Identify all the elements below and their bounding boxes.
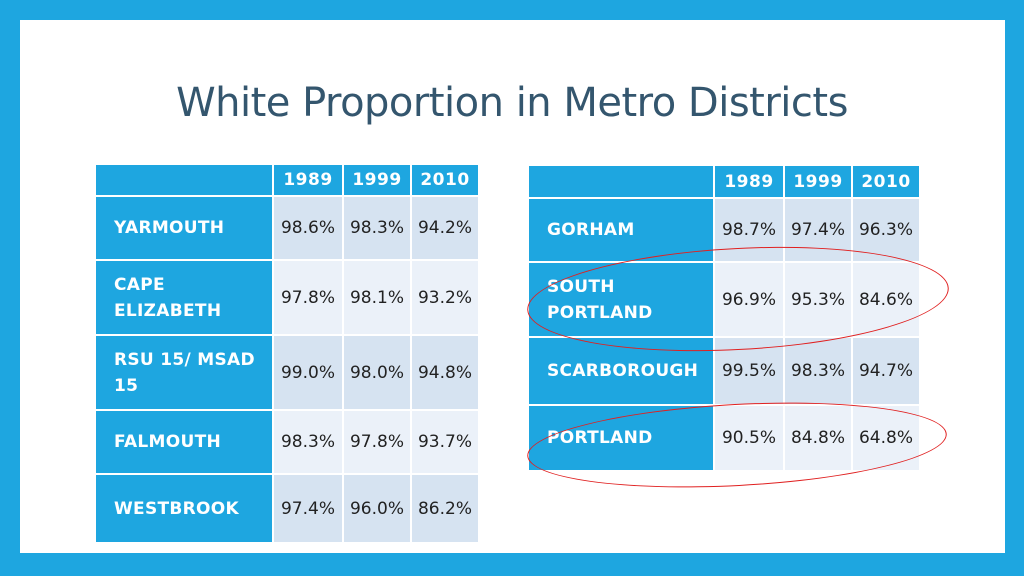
district-name: RSU 15/ MSAD 15 — [96, 336, 272, 409]
district-name: WESTBROOK — [96, 475, 272, 542]
value-cell: 84.6% — [853, 263, 919, 336]
value-cell: 98.0% — [344, 336, 410, 409]
year-header-2010: 2010 — [412, 165, 478, 195]
value-cell: 94.2% — [412, 197, 478, 259]
value-cell: 86.2% — [412, 475, 478, 542]
header-blank-cell — [96, 165, 272, 195]
header-blank-cell — [529, 166, 713, 197]
district-name: CAPE ELIZABETH — [96, 261, 272, 334]
value-cell: 84.8% — [785, 406, 851, 470]
district-name: PORTLAND — [529, 406, 713, 470]
district-name: GORHAM — [529, 199, 713, 261]
table-row: YARMOUTH 98.6% 98.3% 94.2% — [96, 197, 478, 259]
table-row: GORHAM 98.7% 97.4% 96.3% — [529, 199, 919, 261]
table-row: RSU 15/ MSAD 15 99.0% 98.0% 94.8% — [96, 336, 478, 409]
year-header-1989: 1989 — [715, 166, 783, 197]
district-name: SOUTH PORTLAND — [529, 263, 713, 336]
value-cell: 94.7% — [853, 338, 919, 404]
value-cell: 98.3% — [785, 338, 851, 404]
value-cell: 96.0% — [344, 475, 410, 542]
value-cell: 90.5% — [715, 406, 783, 470]
value-cell: 93.2% — [412, 261, 478, 334]
table-row: SOUTH PORTLAND 96.9% 95.3% 84.6% — [529, 263, 919, 336]
value-cell: 98.1% — [344, 261, 410, 334]
value-cell: 99.0% — [274, 336, 342, 409]
value-cell: 98.6% — [274, 197, 342, 259]
value-cell: 97.8% — [344, 411, 410, 473]
value-cell: 98.3% — [344, 197, 410, 259]
year-header-1999: 1999 — [344, 165, 410, 195]
left-district-table: 1989 1999 2010 YARMOUTH 98.6% 98.3% 94.2… — [94, 163, 480, 544]
value-cell: 97.4% — [274, 475, 342, 542]
slide-title: White Proportion in Metro Districts — [176, 80, 848, 126]
value-cell: 96.9% — [715, 263, 783, 336]
value-cell: 64.8% — [853, 406, 919, 470]
district-name: YARMOUTH — [96, 197, 272, 259]
value-cell: 98.7% — [715, 199, 783, 261]
table-row: SCARBOROUGH 99.5% 98.3% 94.7% — [529, 338, 919, 404]
value-cell: 93.7% — [412, 411, 478, 473]
district-name: FALMOUTH — [96, 411, 272, 473]
year-header-1999: 1999 — [785, 166, 851, 197]
table-row: FALMOUTH 98.3% 97.8% 93.7% — [96, 411, 478, 473]
value-cell: 98.3% — [274, 411, 342, 473]
district-name: SCARBOROUGH — [529, 338, 713, 404]
right-district-table: 1989 1999 2010 GORHAM 98.7% 97.4% 96.3% … — [527, 164, 921, 472]
year-header-2010: 2010 — [853, 166, 919, 197]
value-cell: 97.4% — [785, 199, 851, 261]
value-cell: 99.5% — [715, 338, 783, 404]
value-cell: 96.3% — [853, 199, 919, 261]
value-cell: 94.8% — [412, 336, 478, 409]
table-row: WESTBROOK 97.4% 96.0% 86.2% — [96, 475, 478, 542]
year-header-1989: 1989 — [274, 165, 342, 195]
table-row: CAPE ELIZABETH 97.8% 98.1% 93.2% — [96, 261, 478, 334]
value-cell: 95.3% — [785, 263, 851, 336]
table-row: PORTLAND 90.5% 84.8% 64.8% — [529, 406, 919, 470]
value-cell: 97.8% — [274, 261, 342, 334]
